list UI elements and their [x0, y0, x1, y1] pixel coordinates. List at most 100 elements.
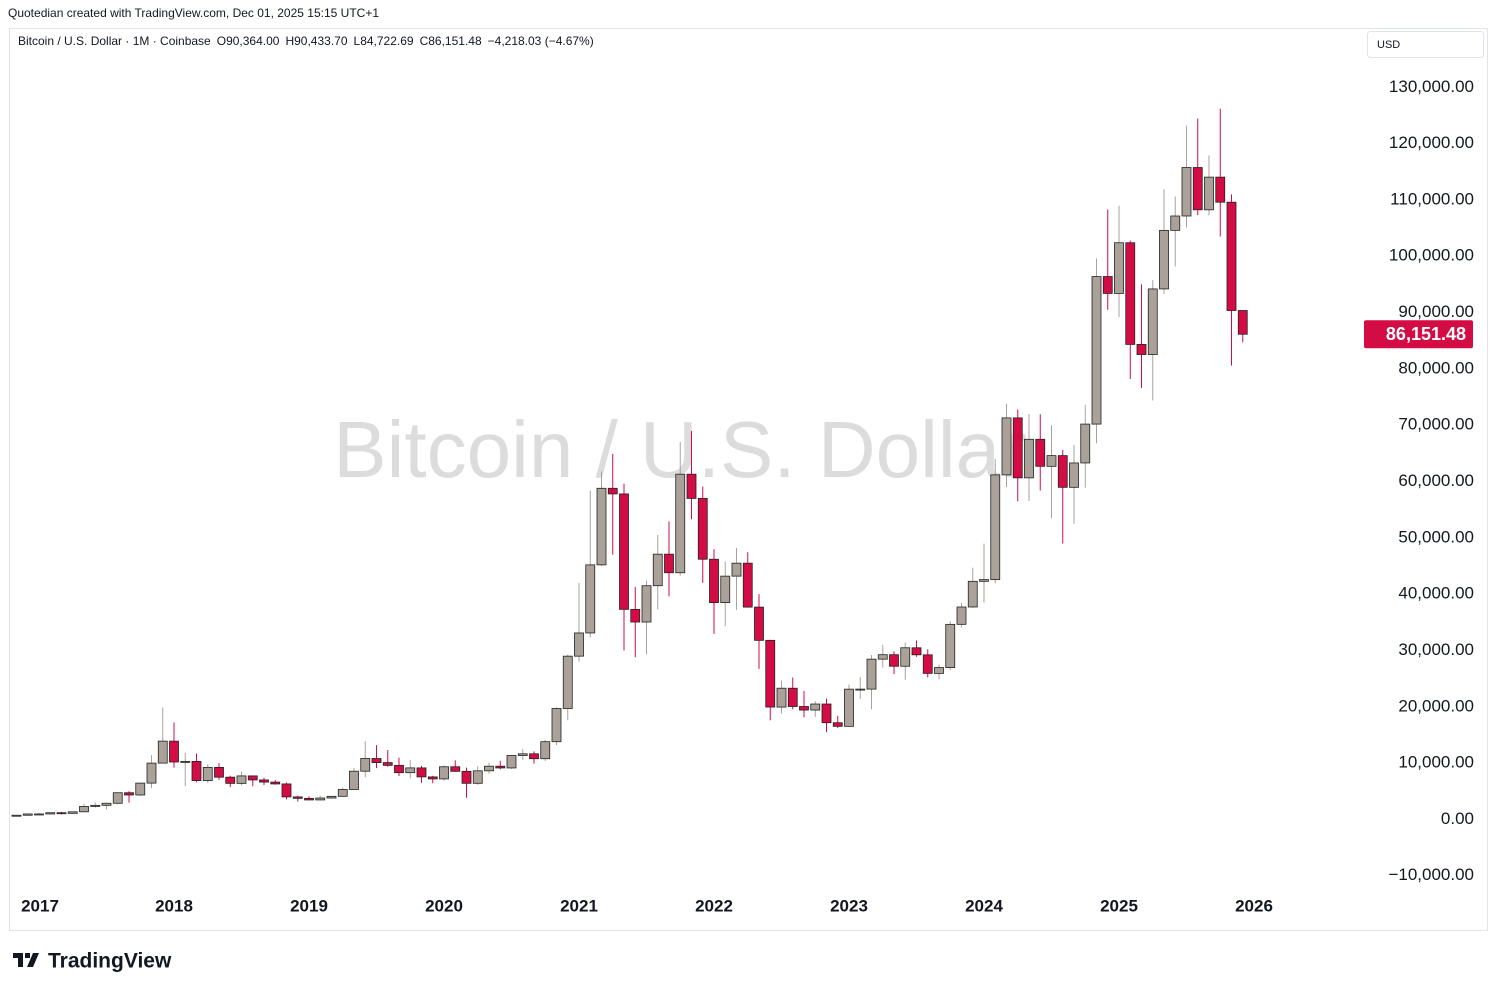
- candle-body: [956, 606, 967, 625]
- y-tick-label: 100,000.00: [1389, 246, 1474, 265]
- symbol: Bitcoin / U.S. Dollar · 1M · Coinbase: [18, 34, 211, 48]
- open: O90,364.00: [217, 34, 280, 48]
- candle-body: [979, 579, 989, 582]
- candle-body: [427, 776, 438, 780]
- y-tick-label: 30,000.00: [1398, 640, 1474, 659]
- x-tick-label: 2021: [560, 896, 598, 915]
- candle-body: [1057, 455, 1068, 488]
- candle-body: [315, 797, 326, 801]
- candle-body: [619, 493, 629, 610]
- candle-body: [157, 740, 168, 764]
- candle-body: [180, 761, 191, 763]
- candle-body: [1046, 455, 1057, 467]
- x-tick-label: 2018: [155, 896, 193, 915]
- candle-body: [1069, 462, 1079, 488]
- candle-body: [360, 758, 371, 772]
- candle-body: [990, 474, 1001, 581]
- candle-body: [1024, 438, 1034, 479]
- candle-body: [439, 766, 449, 780]
- candle-body: [1080, 423, 1091, 464]
- currency-box[interactable]: [1367, 31, 1484, 58]
- candle-body: [472, 770, 483, 784]
- candle-body: [551, 708, 562, 743]
- candle-body: [281, 783, 292, 798]
- x-tick-label: 2019: [290, 896, 328, 915]
- x-tick-label: 2025: [1100, 896, 1138, 915]
- candle-body: [382, 762, 393, 766]
- candle-body: [225, 776, 236, 784]
- candle-body: [450, 766, 461, 772]
- candle-body: [169, 740, 179, 763]
- candle-body: [1226, 201, 1237, 311]
- candle-body: [1215, 176, 1226, 203]
- candle-body: [349, 770, 359, 790]
- x-tick-label: 2017: [21, 896, 59, 915]
- candle-body: [832, 722, 843, 727]
- y-tick-label: 60,000.00: [1398, 471, 1474, 490]
- candle-body: [112, 792, 123, 804]
- candle-body: [630, 608, 641, 623]
- candle-body: [1012, 417, 1023, 479]
- x-tick-label: 2020: [425, 896, 463, 915]
- candle-body: [1035, 438, 1046, 467]
- candle-body: [371, 758, 382, 763]
- candle-body: [731, 562, 742, 577]
- candle-body: [900, 647, 911, 667]
- x-tick-label: 2024: [965, 896, 1003, 915]
- y-tick-label: 90,000.00: [1398, 302, 1474, 321]
- candle-body: [540, 741, 551, 760]
- candle-body: [1125, 242, 1136, 345]
- candle-body: [90, 804, 101, 807]
- candle-body: [709, 558, 719, 604]
- candle-body: [675, 473, 686, 574]
- candle-body: [79, 806, 89, 813]
- y-tick-label: 80,000.00: [1398, 358, 1474, 377]
- candle-body: [1181, 167, 1192, 217]
- change: −4,218.03 (−4.67%): [488, 34, 594, 48]
- candle-body: [765, 639, 776, 708]
- candle-body: [101, 802, 112, 806]
- close: C86,151.48: [420, 34, 482, 48]
- y-tick-label: 120,000.00: [1389, 133, 1474, 152]
- last-price-label: 86,151.48: [1386, 324, 1466, 344]
- candle-body: [1091, 276, 1102, 425]
- candle-body: [787, 687, 798, 707]
- candle-body: [1237, 310, 1248, 335]
- y-tick-label: 50,000.00: [1398, 527, 1474, 546]
- candle-body: [855, 688, 866, 691]
- x-tick-label: 2026: [1235, 896, 1273, 915]
- y-tick-label: 130,000.00: [1389, 77, 1474, 96]
- candle-body: [664, 553, 674, 574]
- candle-body: [686, 473, 697, 499]
- x-tick-label: 2022: [695, 896, 733, 915]
- candle-body: [45, 812, 56, 815]
- candle-body: [742, 562, 753, 608]
- credit: Quotedian created with TradingView.com, …: [8, 6, 379, 20]
- candle-body: [574, 632, 584, 657]
- candle-body: [810, 703, 821, 711]
- candle-body: [292, 796, 303, 799]
- candle-body: [405, 767, 416, 774]
- candle-body: [799, 706, 809, 711]
- candle-body: [146, 762, 157, 784]
- candle-body: [67, 811, 78, 814]
- candle-body: [641, 585, 652, 623]
- candle-body: [495, 765, 506, 769]
- candle-body: [191, 761, 202, 781]
- candle-body: [866, 658, 877, 690]
- candle-body: [754, 606, 764, 641]
- candle-body: [124, 792, 134, 796]
- candle-body: [720, 575, 731, 604]
- candle-body: [214, 766, 224, 778]
- candle-body: [270, 781, 281, 785]
- candle-body: [1192, 167, 1203, 211]
- y-tick-label: 0.00: [1441, 809, 1474, 828]
- y-tick-label: 70,000.00: [1398, 415, 1474, 434]
- currency[interactable]: USD: [1377, 39, 1400, 51]
- candle-body: [416, 767, 427, 778]
- candle-body: [697, 498, 708, 560]
- candle-body: [202, 766, 213, 781]
- candle-body: [326, 795, 337, 799]
- candle-body: [596, 487, 607, 566]
